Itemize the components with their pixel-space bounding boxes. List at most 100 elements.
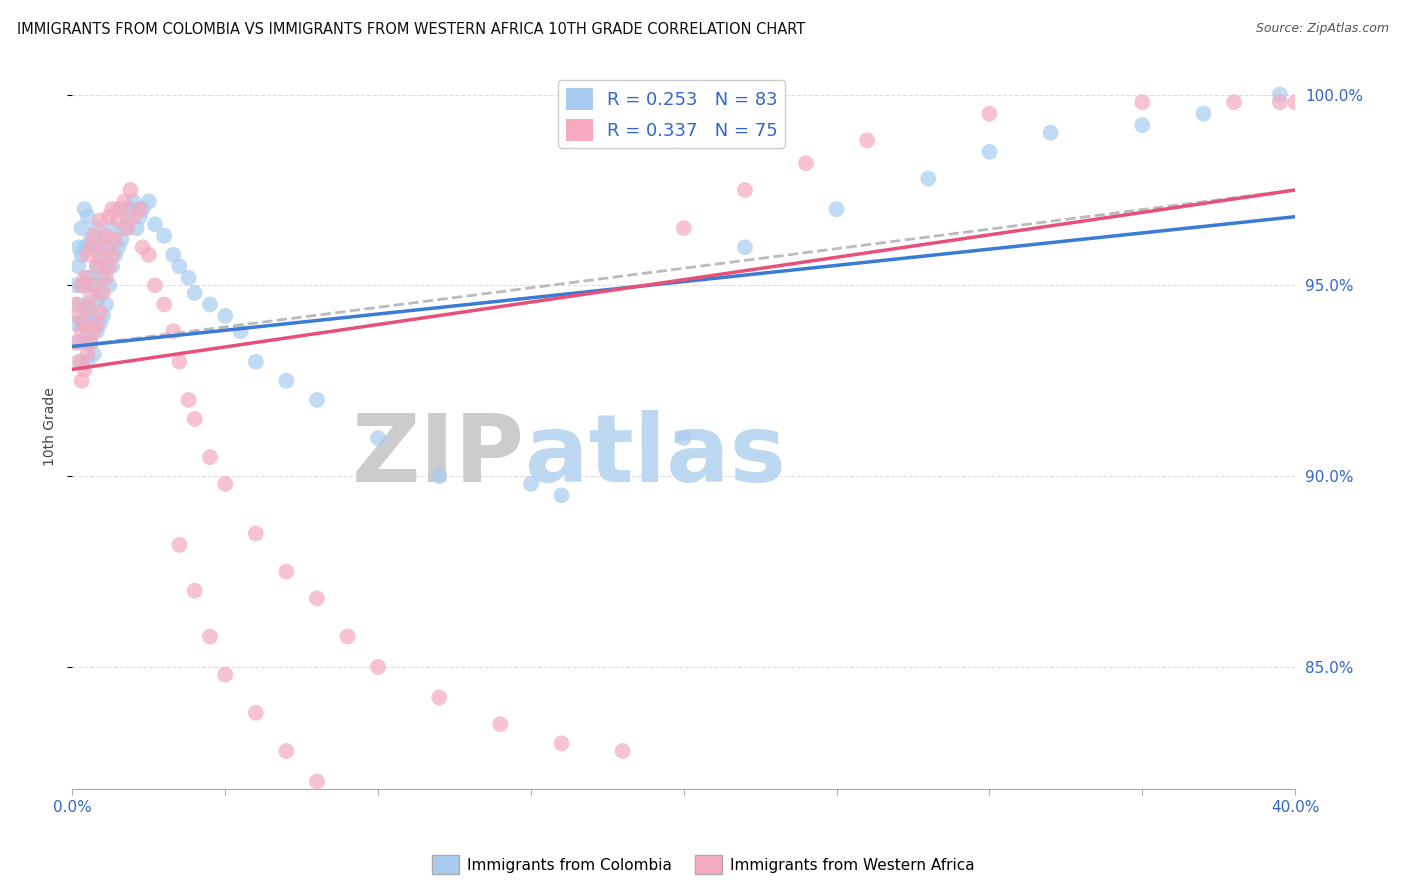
Point	[183, 583, 205, 598]
Point	[76, 301, 98, 316]
Point	[76, 210, 98, 224]
Point	[86, 221, 108, 235]
Point	[94, 270, 117, 285]
Point	[80, 240, 103, 254]
Point	[73, 240, 96, 254]
Point	[336, 630, 359, 644]
Point	[65, 317, 87, 331]
Point	[1130, 118, 1153, 132]
Point	[107, 213, 129, 227]
Point	[169, 260, 191, 274]
Point	[1268, 95, 1291, 110]
Point	[76, 347, 98, 361]
Point	[73, 278, 96, 293]
Point	[89, 248, 111, 262]
Point	[70, 374, 93, 388]
Y-axis label: 10th Grade: 10th Grade	[44, 387, 58, 466]
Point	[1268, 87, 1291, 102]
Point	[177, 270, 200, 285]
Point	[80, 290, 103, 304]
Point	[198, 450, 221, 464]
Point	[73, 309, 96, 323]
Point	[83, 278, 105, 293]
Point	[214, 667, 236, 681]
Point	[73, 335, 96, 350]
Point	[83, 240, 105, 254]
Point	[76, 324, 98, 338]
Point	[73, 362, 96, 376]
Point	[856, 133, 879, 147]
Point	[183, 412, 205, 426]
Point	[1284, 95, 1306, 110]
Point	[427, 690, 450, 705]
Point	[153, 228, 176, 243]
Point	[153, 297, 176, 311]
Point	[305, 774, 328, 789]
Point	[67, 297, 90, 311]
Point	[76, 270, 98, 285]
Point	[73, 202, 96, 216]
Point	[245, 706, 267, 720]
Point	[91, 233, 114, 247]
Point	[91, 286, 114, 301]
Point	[80, 233, 103, 247]
Point	[125, 221, 148, 235]
Point	[89, 286, 111, 301]
Point	[67, 335, 90, 350]
Point	[214, 476, 236, 491]
Point	[169, 355, 191, 369]
Point	[83, 347, 105, 361]
Point	[917, 171, 939, 186]
Point	[276, 744, 298, 758]
Point	[67, 355, 90, 369]
Point	[162, 248, 184, 262]
Point	[101, 202, 124, 216]
Point	[672, 431, 695, 445]
Point	[80, 335, 103, 350]
Point	[198, 630, 221, 644]
Point	[734, 183, 756, 197]
Point	[83, 317, 105, 331]
Point	[367, 431, 389, 445]
Point	[120, 183, 142, 197]
Point	[110, 202, 132, 216]
Point	[86, 324, 108, 338]
Point	[169, 538, 191, 552]
Point	[76, 297, 98, 311]
Point	[550, 736, 572, 750]
Point	[1223, 95, 1246, 110]
Point	[794, 156, 817, 170]
Text: atlas: atlas	[524, 409, 786, 501]
Point	[122, 210, 145, 224]
Point	[101, 260, 124, 274]
Point	[76, 355, 98, 369]
Point	[734, 240, 756, 254]
Point	[94, 297, 117, 311]
Point	[89, 252, 111, 266]
Point	[104, 248, 127, 262]
Point	[112, 221, 135, 235]
Point	[80, 305, 103, 319]
Point	[229, 324, 252, 338]
Point	[672, 221, 695, 235]
Point	[67, 240, 90, 254]
Text: ZIP: ZIP	[352, 409, 524, 501]
Point	[101, 221, 124, 235]
Point	[89, 317, 111, 331]
Point	[86, 293, 108, 308]
Legend: Immigrants from Colombia, Immigrants from Western Africa: Immigrants from Colombia, Immigrants fro…	[426, 849, 980, 880]
Point	[183, 286, 205, 301]
Point	[91, 270, 114, 285]
Point	[131, 202, 153, 216]
Point	[65, 278, 87, 293]
Point	[110, 233, 132, 247]
Point	[98, 260, 121, 274]
Point	[83, 278, 105, 293]
Point	[117, 210, 139, 224]
Point	[825, 202, 848, 216]
Point	[128, 202, 150, 216]
Point	[245, 355, 267, 369]
Point	[107, 240, 129, 254]
Point	[98, 240, 121, 254]
Point	[73, 270, 96, 285]
